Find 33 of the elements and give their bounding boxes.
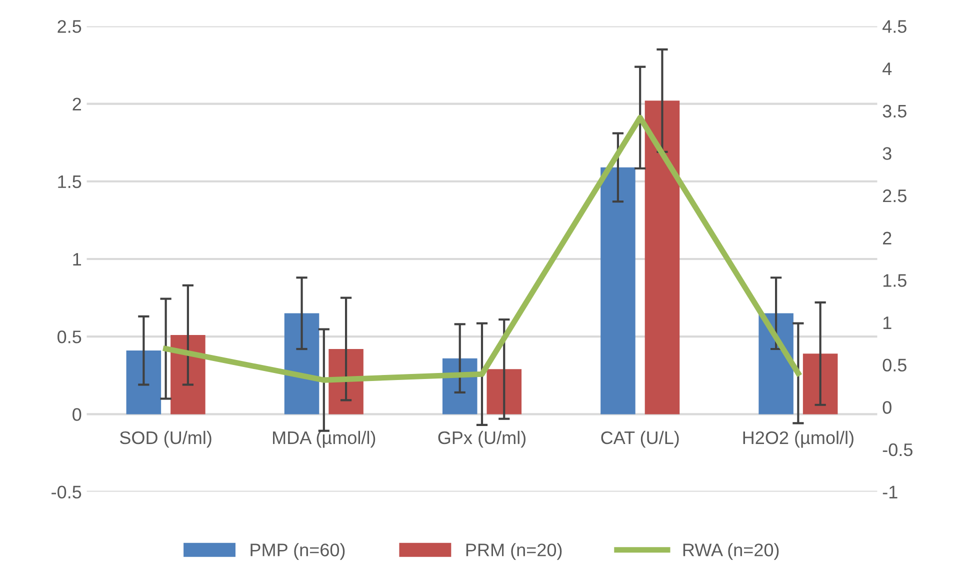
legend-label: RWA (n=20) [683, 543, 779, 560]
bar [126, 350, 162, 414]
y2-tick-label: 4.5 [882, 20, 906, 33]
y2-tick-label: 3 [882, 147, 892, 160]
y2-tick-label: -0.5 [882, 443, 912, 456]
y-tick-label: -0.5 [52, 486, 82, 499]
y-tick-label: 0.5 [58, 330, 82, 344]
y-tick-label: 0 [72, 408, 82, 421]
y2-tick-label: 1 [883, 316, 892, 330]
legend-label: PMP (n=60) [250, 543, 345, 560]
x-tick-label: H2O2 (µmol/l) [743, 430, 854, 448]
y2-tick-label: 4 [882, 62, 892, 76]
bar [486, 369, 522, 414]
bar [644, 100, 680, 414]
y-tick-label: 2 [72, 98, 81, 110]
y2-tick-label: 0.5 [882, 358, 906, 372]
y-tick-label: 1.5 [58, 176, 82, 188]
bar [600, 167, 636, 414]
x-tick-label: GPx (U/ml) [438, 430, 526, 448]
y2-tick-label: 1.5 [883, 274, 906, 287]
y2-tick-label: 2.5 [883, 189, 906, 202]
x-tick-label: CAT (U/L) [601, 430, 679, 448]
bar [284, 313, 320, 414]
y2-tick-label: 2 [883, 232, 892, 244]
x-tick-label: MDA (µmol/l) [273, 430, 376, 448]
bar [802, 354, 838, 414]
legend-label: PRM (n=20) [466, 543, 562, 560]
y-tick-label: 2.5 [58, 20, 82, 33]
y-tick-label: 1 [73, 253, 82, 266]
x-tick-label: SOD (U/ml) [120, 430, 212, 448]
y2-tick-label: 3.5 [882, 104, 906, 118]
y2-tick-label: -1 [882, 486, 898, 498]
y2-tick-label: 0 [882, 401, 892, 414]
